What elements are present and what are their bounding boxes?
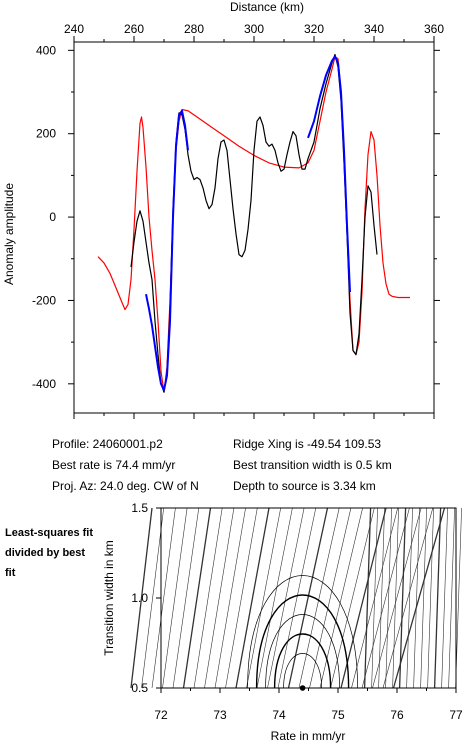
top-x-tick-label: 320 bbox=[304, 22, 324, 36]
bottom-y-tick-label: 1.5 bbox=[131, 501, 148, 515]
top-x-tick-label: 360 bbox=[424, 22, 444, 36]
contour-line-left bbox=[361, 507, 410, 689]
contour-line-left bbox=[277, 507, 317, 689]
contour-line-left bbox=[256, 507, 293, 689]
contour-line-left bbox=[225, 507, 258, 689]
contour-line-left bbox=[141, 507, 164, 689]
contour-line-right bbox=[441, 507, 448, 689]
contour-line-minimum bbox=[273, 633, 332, 689]
top-plot-frame bbox=[73, 41, 435, 414]
contour-line-minimum bbox=[255, 594, 350, 689]
bottom-x-tick-label: 73 bbox=[213, 708, 227, 722]
bottom-y-tick-label: 1.0 bbox=[131, 591, 148, 605]
top-y-tick-label: -400 bbox=[32, 377, 56, 391]
best-width-label: Best transition width is 0.5 km bbox=[233, 458, 392, 472]
top-x-tick-label: 260 bbox=[124, 22, 144, 36]
contour-line-left bbox=[204, 507, 235, 689]
profile-series-line-3 bbox=[307, 55, 351, 293]
contour-line-left bbox=[182, 507, 212, 689]
misfit-contours bbox=[130, 507, 462, 689]
contour-line-right bbox=[378, 507, 385, 689]
ridge-crossing-label: Ridge Xing is -49.54 109.53 bbox=[233, 437, 382, 451]
top-x-tick-label: 280 bbox=[184, 22, 204, 36]
bottom-y-axis-title: Transition width in km bbox=[102, 540, 116, 656]
bottom-x-tick-label: 77 bbox=[449, 708, 463, 722]
bottom-x-tick-label: 72 bbox=[154, 708, 168, 722]
bottom-y-tick-label: 0.5 bbox=[131, 681, 148, 695]
contour-line-right bbox=[448, 507, 455, 689]
bottom-x-tick-label: 76 bbox=[390, 708, 404, 722]
contour-line-left bbox=[246, 507, 281, 689]
contour-line-minimum bbox=[265, 614, 340, 689]
profile-series-line-2 bbox=[145, 109, 189, 392]
top-x-tick-label: 240 bbox=[64, 22, 84, 36]
contour-line-right bbox=[455, 507, 462, 689]
top-y-axis-title: Anomaly amplitude bbox=[2, 183, 16, 285]
profile-series-line-0 bbox=[97, 55, 410, 393]
bottom-x-tick-label: 74 bbox=[272, 708, 286, 722]
contour-line-right bbox=[392, 507, 399, 689]
contour-line-left bbox=[130, 507, 153, 689]
contour-line-left bbox=[298, 507, 340, 689]
contour-line-left bbox=[151, 507, 176, 689]
profile-lines bbox=[97, 53, 410, 393]
contour-line-right bbox=[420, 507, 427, 689]
top-x-axis-title: Distance (km) bbox=[230, 0, 304, 14]
contour-line-left bbox=[382, 507, 434, 689]
contour-line-left bbox=[267, 507, 305, 689]
bottom-plot-frame bbox=[160, 507, 457, 689]
contour-line-right bbox=[433, 507, 442, 689]
best-rate-label: Best rate is 74.4 mm/yr bbox=[52, 458, 176, 472]
depth-label: Depth to source is 3.34 km bbox=[233, 479, 376, 493]
contour-line-right bbox=[406, 507, 413, 689]
contour-line-left bbox=[193, 507, 223, 689]
top-x-tick-label: 340 bbox=[364, 22, 384, 36]
top-x-ticks: 240 260 280 300 320 340 360 bbox=[64, 22, 444, 419]
top-y-ticks: 400 200 0 -200 -400 bbox=[32, 43, 440, 391]
contour-line-left bbox=[330, 507, 375, 689]
bottom-y-ticks: 0.5 1.0 1.5 bbox=[131, 501, 161, 695]
best-fit-point bbox=[299, 685, 306, 691]
profile-label: Profile: 24060001.p2 bbox=[52, 437, 163, 451]
top-y-tick-label: 200 bbox=[36, 127, 56, 141]
contour-line-right bbox=[427, 507, 434, 689]
bottom-x-ticks: 72 73 74 75 76 77 bbox=[154, 688, 463, 722]
top-y-tick-label: 0 bbox=[49, 210, 56, 224]
contour-line-right bbox=[371, 507, 378, 689]
contour-line-left bbox=[340, 507, 387, 689]
contour-line-right bbox=[363, 507, 372, 689]
contour-line-left bbox=[235, 507, 270, 689]
top-y-tick-label: -200 bbox=[32, 293, 56, 307]
contour-line-minimum bbox=[247, 575, 358, 689]
contour-line-right bbox=[385, 507, 392, 689]
contour-line-left bbox=[162, 507, 188, 689]
anomaly-profile-chart: Distance (km) 240 260 280 300 320 340 360 400 2… bbox=[2, 0, 444, 419]
contour-line-left bbox=[309, 507, 352, 689]
contour-line-left bbox=[372, 507, 422, 689]
bottom-x-tick-label: 75 bbox=[331, 708, 345, 722]
contour-line-right bbox=[413, 507, 420, 689]
contour-line-minimum bbox=[283, 653, 322, 689]
contour-line-left bbox=[287, 507, 329, 689]
contour-line-left bbox=[172, 507, 200, 689]
bottom-x-axis-title: Rate in mm/yr bbox=[271, 729, 346, 743]
misfit-contour-chart: 72 73 74 75 76 77 0.5 1.0 1.5 Rate in mm/yr Tra… bbox=[102, 501, 463, 743]
contour-line-left bbox=[392, 507, 446, 689]
projection-azimuth-label: Proj. Az: 24.0 deg. CW of N bbox=[52, 479, 199, 493]
top-x-tick-label: 300 bbox=[244, 22, 264, 36]
contour-line-right bbox=[398, 507, 407, 689]
top-y-tick-label: 400 bbox=[36, 43, 56, 57]
least-squares-note: Least-squares fit divided by best fit bbox=[5, 527, 94, 579]
contour-line-left bbox=[214, 507, 246, 689]
